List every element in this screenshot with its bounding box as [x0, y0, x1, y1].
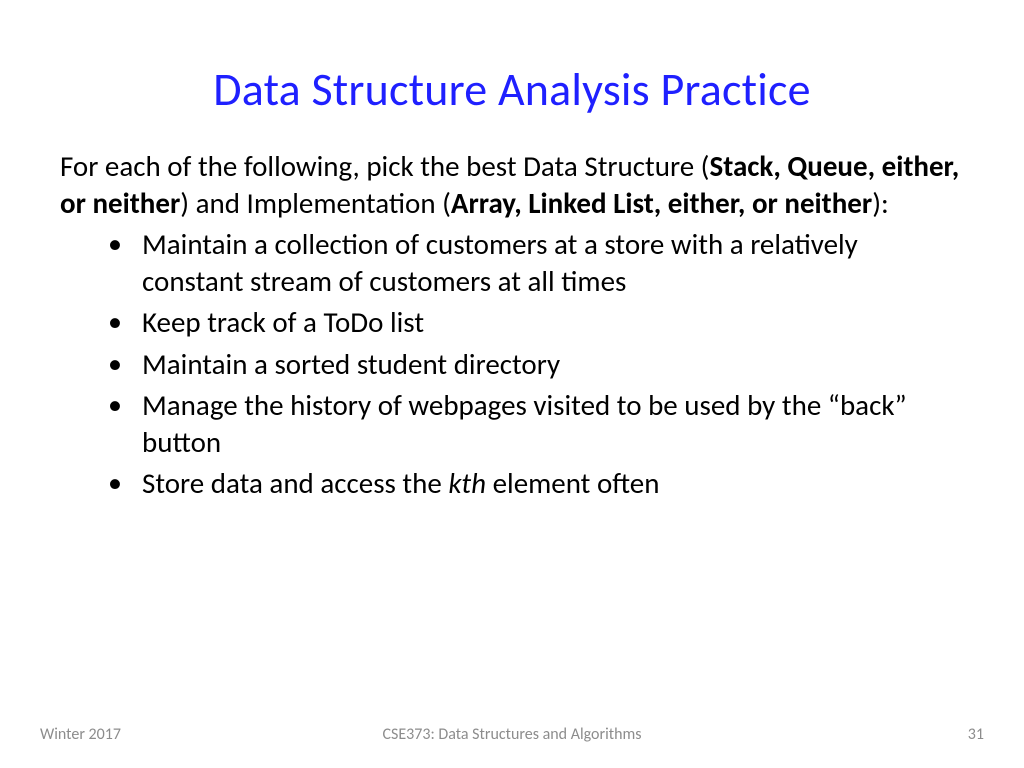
bullet5-italic: kth — [448, 465, 486, 501]
intro-text-mid: ) and Implementation ( — [180, 185, 451, 221]
bullet-item: Store data and access the kth element of… — [108, 465, 964, 502]
slide-footer: Winter 2017 CSE373: Data Structures and … — [0, 725, 1024, 744]
bullet-item: Maintain a collection of customers at a … — [108, 226, 964, 300]
intro-paragraph: For each of the following, pick the best… — [60, 148, 964, 222]
intro-text-pre: For each of the following, pick the best… — [60, 148, 709, 184]
footer-left: Winter 2017 — [40, 725, 121, 744]
bullet-item: Manage the history of webpages visited t… — [108, 387, 964, 461]
slide-body: For each of the following, pick the best… — [0, 148, 1024, 502]
footer-center: CSE373: Data Structures and Algorithms — [382, 725, 641, 744]
intro-bold-2: Array, Linked List, either, or neither — [451, 185, 872, 221]
bullet-list: Maintain a collection of customers at a … — [60, 226, 964, 502]
slide: Data Structure Analysis Practice For eac… — [0, 0, 1024, 768]
footer-right: 31 — [968, 725, 984, 744]
bullet-item: Keep track of a ToDo list — [108, 304, 964, 341]
slide-title: Data Structure Analysis Practice — [0, 0, 1024, 148]
bullet-item: Maintain a sorted student directory — [108, 346, 964, 383]
intro-text-post: ): — [872, 185, 889, 221]
bullet5-post: element often — [486, 465, 659, 501]
bullet5-pre: Store data and access the — [142, 465, 448, 501]
